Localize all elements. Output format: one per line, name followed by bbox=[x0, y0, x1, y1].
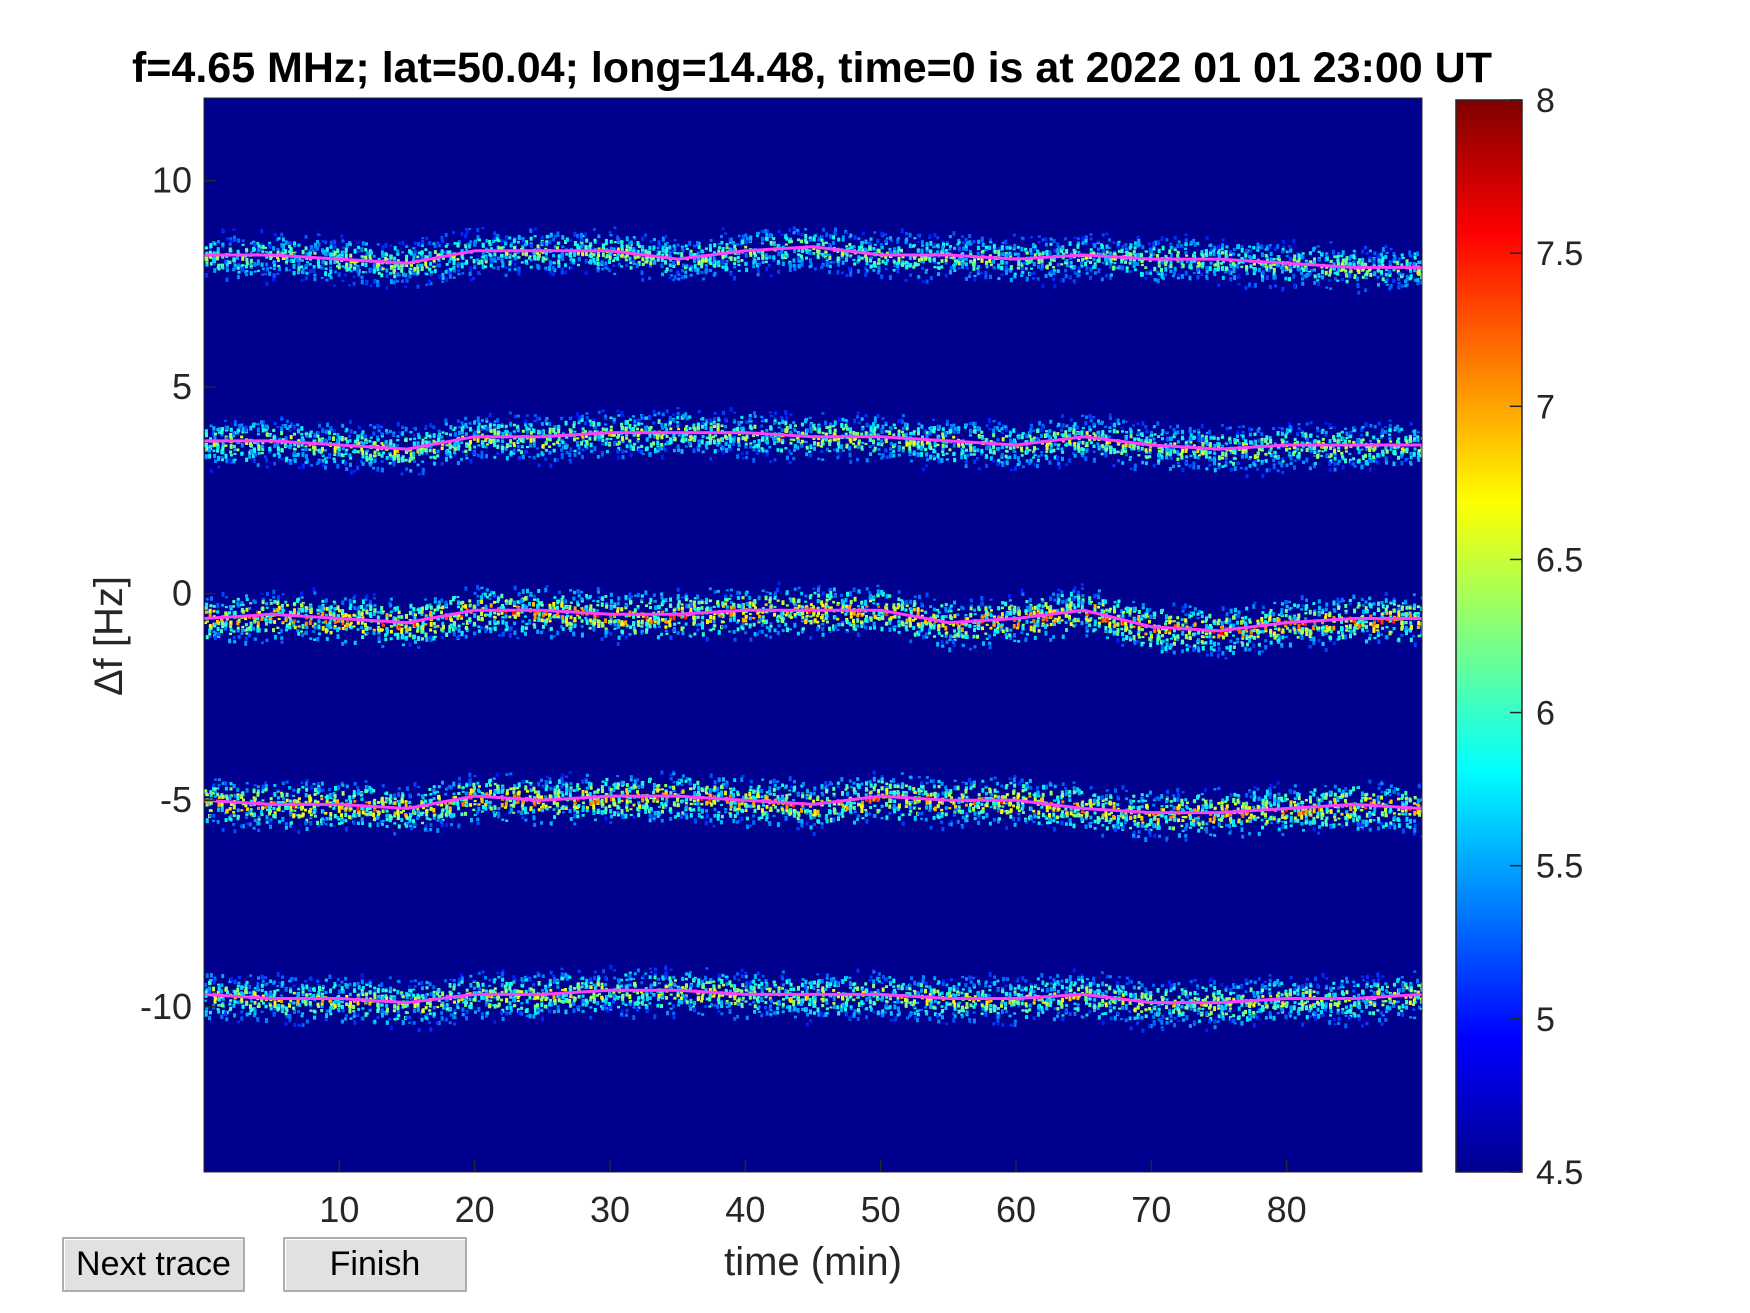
colorbar-tick-label: 6.5 bbox=[1536, 541, 1583, 579]
y-axis-label: Δf [Hz] bbox=[87, 576, 131, 696]
trace-line-2 bbox=[204, 431, 1422, 451]
y-tick-label: 5 bbox=[172, 366, 192, 407]
signal-band bbox=[204, 406, 1422, 479]
x-tick-label: 80 bbox=[1267, 1189, 1307, 1230]
next-trace-button[interactable]: Next trace bbox=[62, 1237, 245, 1292]
x-tick-label: 50 bbox=[861, 1189, 901, 1230]
x-axis-label: time (min) bbox=[724, 1240, 902, 1284]
colorbar-tick-label: 8 bbox=[1536, 82, 1555, 120]
x-tick-label: 10 bbox=[319, 1189, 359, 1230]
signal-band bbox=[204, 770, 1422, 842]
x-axis-ticks: 10 20 30 40 50 60 70 80 bbox=[319, 1160, 1307, 1230]
y-tick-label: -5 bbox=[160, 779, 192, 820]
finish-button[interactable]: Finish bbox=[283, 1237, 467, 1292]
y-tick-label: 10 bbox=[152, 160, 192, 201]
colorbar-ticks: 8 7.5 7 6.5 6 5.5 5 4.5 bbox=[1510, 82, 1583, 1192]
x-tick-label: 20 bbox=[455, 1189, 495, 1230]
chart-title: f=4.65 MHz; lat=50.04; long=14.48, time=… bbox=[132, 44, 1492, 92]
x-tick-label: 30 bbox=[590, 1189, 630, 1230]
colorbar-tick-label: 5 bbox=[1536, 1001, 1555, 1039]
x-tick-label: 70 bbox=[1131, 1189, 1171, 1230]
trace-line-1 bbox=[204, 245, 1422, 269]
colorbar: 8 7.5 7 6.5 6 5.5 5 4.5 bbox=[1455, 82, 1583, 1192]
signal-band bbox=[204, 226, 1422, 295]
colorbar-tick-label: 7.5 bbox=[1536, 235, 1583, 273]
y-tick-label: -10 bbox=[140, 986, 192, 1027]
trace-lines bbox=[204, 245, 1422, 1005]
trace-line-3 bbox=[204, 608, 1422, 633]
colorbar-tick-label: 7 bbox=[1536, 388, 1555, 426]
x-tick-label: 40 bbox=[725, 1189, 765, 1230]
trace-line-4 bbox=[204, 794, 1422, 815]
x-tick-label: 60 bbox=[996, 1189, 1036, 1230]
colorbar-tick-label: 6 bbox=[1536, 695, 1555, 733]
colorbar-gradient bbox=[1455, 99, 1523, 1173]
y-tick-label: 0 bbox=[172, 573, 192, 614]
signal-bands bbox=[204, 226, 1422, 1033]
trace-line-5 bbox=[204, 988, 1422, 1005]
colorbar-tick-label: 4.5 bbox=[1536, 1154, 1583, 1192]
plot-area bbox=[203, 97, 1423, 1173]
y-axis-ticks: 10 5 0 -5 -10 bbox=[140, 160, 216, 1027]
colorbar-tick-label: 5.5 bbox=[1536, 848, 1583, 886]
plot-border bbox=[203, 97, 1423, 1173]
